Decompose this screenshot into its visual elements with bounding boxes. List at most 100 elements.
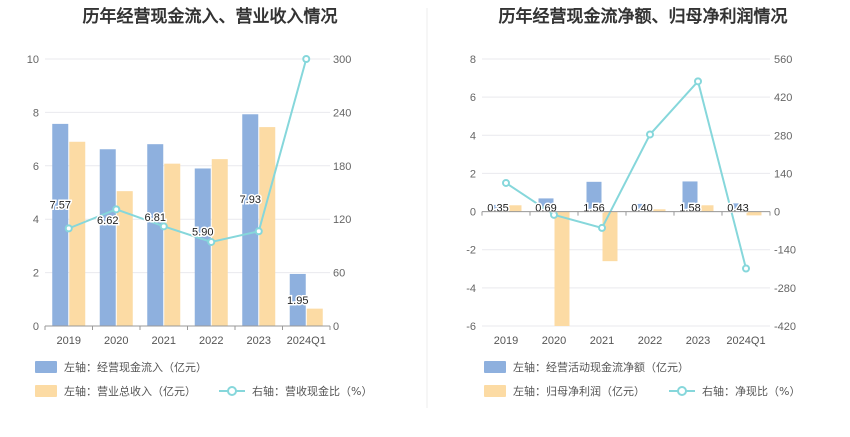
x-tick-label: 2021 bbox=[590, 335, 614, 347]
legend-item-bar2[interactable]: 左轴：营业总收入（亿元） bbox=[35, 384, 196, 398]
bar-secondary bbox=[211, 159, 228, 326]
data-label: 0.40 bbox=[631, 203, 652, 215]
legend-label: 左轴：归母净利润（亿元） bbox=[513, 384, 645, 398]
legend-label: 左轴：经营活动现金流净额（亿元） bbox=[513, 360, 689, 374]
y-right-tick-label: 180 bbox=[333, 161, 351, 173]
bar-secondary bbox=[259, 127, 276, 327]
y-right-tick-label: 140 bbox=[774, 168, 792, 180]
bar-secondary bbox=[746, 211, 762, 216]
data-label: 5.90 bbox=[192, 226, 213, 238]
y-left-tick-label: 4 bbox=[33, 214, 39, 226]
bar-primary bbox=[242, 114, 259, 326]
legend-item-bar1[interactable]: 左轴：经营活动现金流净额（亿元） bbox=[484, 360, 689, 374]
legend-marker bbox=[227, 386, 237, 396]
ratio-line-point bbox=[502, 178, 510, 187]
y-left-tick-label: 8 bbox=[470, 54, 476, 66]
y-right-tick-label: -280 bbox=[774, 283, 796, 295]
bars bbox=[490, 181, 762, 326]
data-labels: 7.57 6.62 6.81 5.90 7.93 1.95 bbox=[48, 192, 310, 308]
x-tick-label: 2024Q1 bbox=[726, 335, 765, 347]
x-tick-label: 2021 bbox=[152, 335, 176, 347]
bar-secondary bbox=[506, 205, 522, 212]
bar-primary bbox=[490, 204, 506, 212]
bar-secondary bbox=[164, 163, 181, 326]
y-right-tick-label: 420 bbox=[774, 92, 792, 104]
ratio-line-point bbox=[694, 77, 702, 86]
y-left-tick-label: -6 bbox=[466, 321, 476, 333]
bars bbox=[52, 114, 323, 327]
bar-primary bbox=[634, 203, 650, 212]
ratio-line-path bbox=[505, 79, 747, 269]
grid bbox=[45, 58, 330, 327]
ratio-line-path bbox=[68, 58, 308, 244]
bar-primary bbox=[682, 181, 698, 212]
bar-primary bbox=[194, 168, 211, 326]
data-label: 0.35 bbox=[487, 203, 508, 215]
data-label: 7.57 bbox=[50, 200, 71, 212]
bar-primary bbox=[538, 198, 554, 212]
x-tick-label: 2022 bbox=[199, 335, 223, 347]
data-label: 0.43 bbox=[727, 203, 748, 215]
ratio-line-point bbox=[254, 227, 263, 236]
chart-title: 历年经营现金流入、营业收入情况 bbox=[83, 6, 338, 27]
ratio-line bbox=[64, 55, 311, 246]
bar-primary bbox=[586, 181, 602, 212]
bar-secondary bbox=[650, 209, 666, 212]
y-right-tick-label: 0 bbox=[774, 207, 780, 219]
legend-marker bbox=[677, 386, 687, 396]
x-tick-label: 2023 bbox=[247, 335, 271, 347]
chart-title: 历年经营现金流净额、归母净利润情况 bbox=[499, 6, 788, 27]
y-left-tick-label: -4 bbox=[466, 283, 476, 295]
x-tick-label: 2019 bbox=[57, 335, 81, 347]
legend-item-line[interactable]: 右轴：净现比（%） bbox=[669, 384, 800, 398]
bar-secondary bbox=[69, 141, 86, 326]
legend-label: 右轴：营收现金比（%） bbox=[252, 384, 372, 398]
bar-secondary bbox=[116, 191, 133, 326]
ratio-line-point bbox=[64, 224, 73, 233]
x-tick-label: 2019 bbox=[494, 335, 518, 347]
y-left-tick-label: 0 bbox=[470, 207, 476, 219]
legend: 左轴：经营活动现金流净额（亿元） 左轴：归母净利润（亿元） 右轴：净现比（%） bbox=[484, 360, 800, 398]
y-left-tick-label: 6 bbox=[470, 92, 476, 104]
legend-swatch bbox=[484, 385, 506, 397]
panel-netcash-profit: 历年经营现金流净额、归母净利润情况 0.35 0.69 1.56 0.40 1.58 0.… bbox=[466, 6, 800, 398]
bar-secondary bbox=[602, 211, 618, 262]
legend-item-line[interactable]: 右轴：营收现金比（%） bbox=[219, 384, 372, 398]
x-tick-label: 2023 bbox=[686, 335, 710, 347]
x-tick-label: 2022 bbox=[638, 335, 662, 347]
bar-secondary bbox=[306, 308, 323, 326]
y-left-tick-label: 10 bbox=[27, 54, 39, 66]
bar-secondary bbox=[554, 211, 570, 326]
legend-swatch bbox=[484, 361, 506, 373]
ratio-line-point bbox=[302, 55, 311, 63]
y-right-tick-label: 300 bbox=[333, 54, 351, 66]
ratio-line-point bbox=[159, 222, 168, 231]
y-right-tick-label: -140 bbox=[774, 245, 796, 257]
y-right-tick-label: 60 bbox=[333, 268, 345, 280]
y-left-tick-label: -2 bbox=[466, 245, 476, 257]
y-right-tick-label: 560 bbox=[774, 54, 792, 66]
y-left-tick-label: 0 bbox=[33, 321, 39, 333]
bar-primary bbox=[52, 123, 69, 326]
ratio-line-point bbox=[646, 130, 654, 139]
y-left-tick-label: 6 bbox=[33, 161, 39, 173]
x-tick-label: 2020 bbox=[542, 335, 566, 347]
bar-secondary bbox=[698, 205, 714, 212]
y-left-tick-label: 2 bbox=[33, 268, 39, 280]
y-right-tick-label: 120 bbox=[333, 214, 351, 226]
y-right-tick-label: 280 bbox=[774, 130, 792, 142]
legend-item-bar2[interactable]: 左轴：归母净利润（亿元） bbox=[484, 384, 645, 398]
ratio-line bbox=[502, 77, 750, 273]
data-label: 6.81 bbox=[145, 212, 166, 224]
legend-swatch bbox=[35, 385, 57, 397]
legend-item-bar1[interactable]: 左轴：经营现金流入（亿元） bbox=[35, 360, 207, 374]
y-right-tick-label: 240 bbox=[333, 107, 351, 119]
legend-label: 左轴：经营现金流入（亿元） bbox=[64, 360, 207, 374]
bar-primary bbox=[289, 273, 306, 326]
axes: 0 2 4 6 8 10 0 60 120 180 240 300 2019 2020 2021 2022 20… bbox=[27, 54, 352, 347]
data-label: 7.93 bbox=[240, 194, 261, 206]
ratio-line-point bbox=[112, 205, 121, 214]
ratio-line-point bbox=[207, 237, 216, 246]
y-right-tick-label: 0 bbox=[333, 321, 339, 333]
